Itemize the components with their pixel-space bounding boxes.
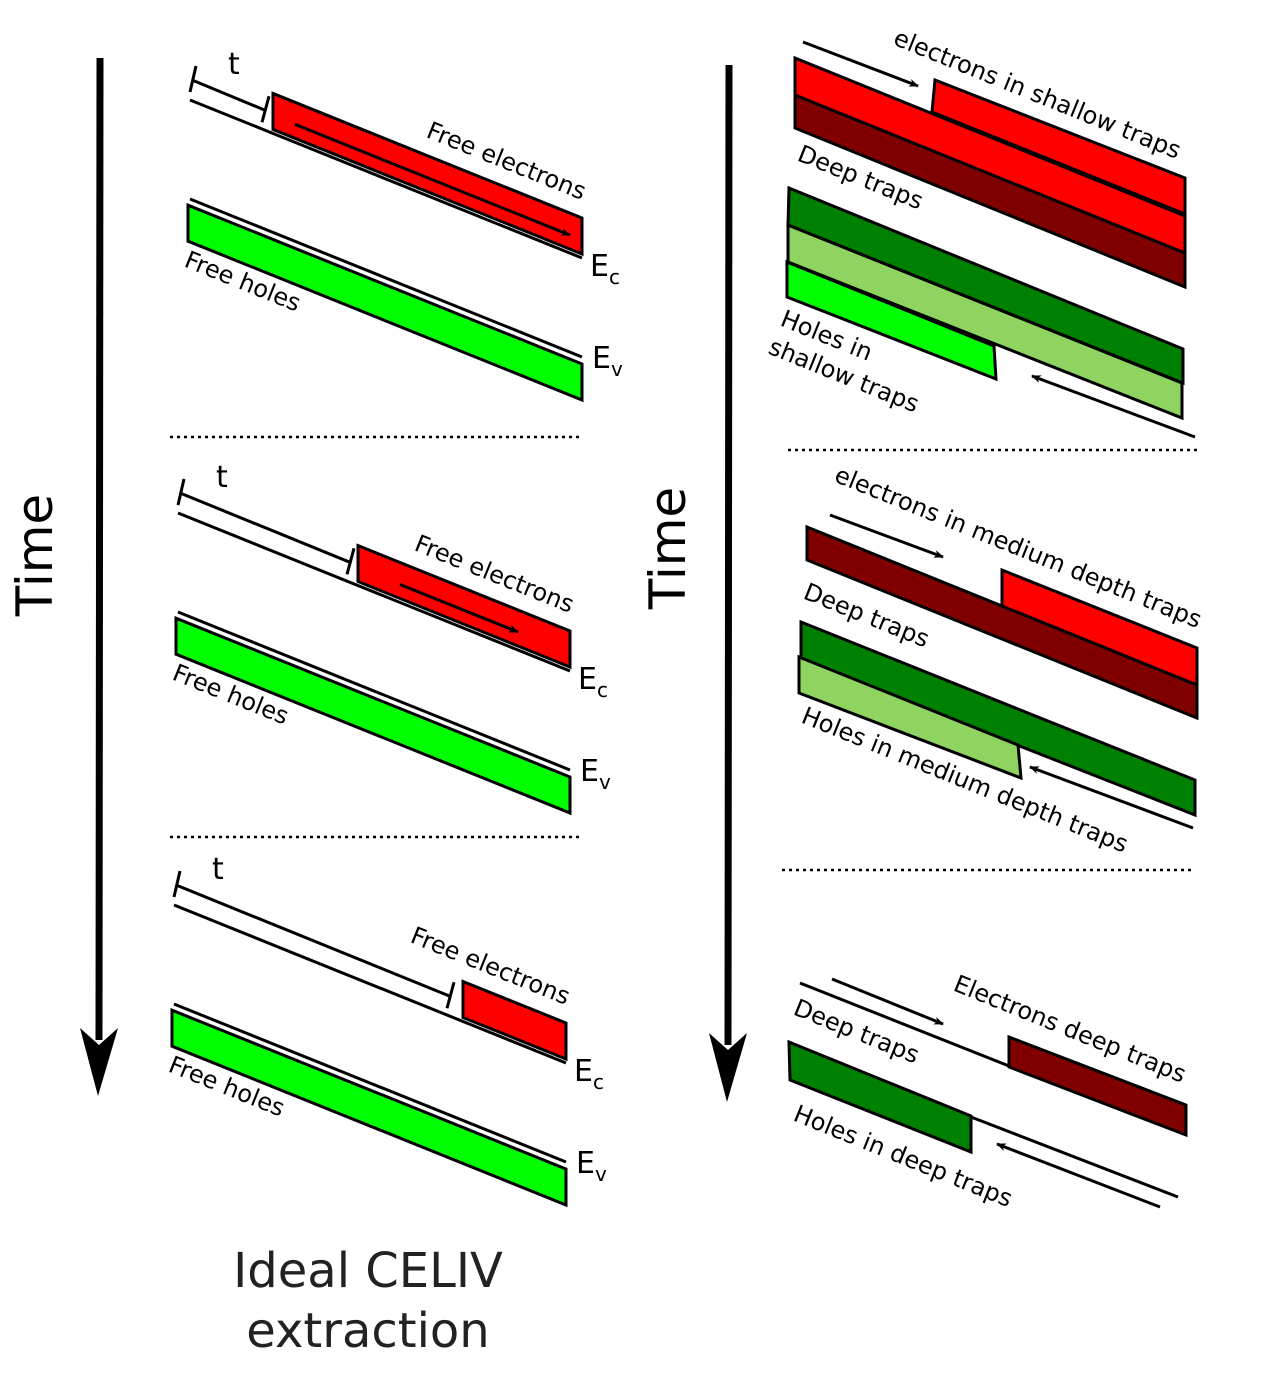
arrow-icon <box>996 1142 1161 1209</box>
ec-main: E <box>578 662 597 697</box>
time-arrow-left <box>80 57 118 1096</box>
ec-sub: c <box>597 678 608 702</box>
free-holes-band <box>170 1007 568 1208</box>
ec-sub: c <box>609 265 620 289</box>
caption-line2: extraction <box>246 1303 489 1359</box>
ev-sub: v <box>599 770 611 794</box>
ev-label: Ev <box>576 1146 607 1186</box>
deep-hole-traps-band <box>799 619 1197 818</box>
ec-label: Ec <box>578 662 608 702</box>
arrow-icon <box>802 40 919 88</box>
arrow-icon <box>1029 765 1194 830</box>
deep-electron-traps-band <box>1007 1034 1188 1138</box>
ec-main: E <box>590 249 609 284</box>
bracket-tick <box>188 65 198 93</box>
arrow-icon <box>294 122 571 237</box>
time-bracket <box>179 491 351 564</box>
bracket-tick <box>176 478 186 506</box>
valence-line <box>970 1115 1179 1199</box>
deep-traps-section: Electrons deep traps Deep traps Holes in… <box>787 970 1190 1213</box>
arrow-icon <box>1031 374 1196 439</box>
t-label: t <box>228 47 240 82</box>
time-bracket <box>175 883 451 998</box>
electron-band <box>793 55 1187 256</box>
bracket-tick <box>345 547 356 575</box>
valence-band-line <box>177 610 571 772</box>
t-label: t <box>216 460 228 495</box>
deep-hole-traps-band <box>787 1039 973 1155</box>
ec-sub: c <box>593 1070 604 1094</box>
ec-label: Ec <box>590 249 620 289</box>
free-electrons-band <box>461 979 568 1062</box>
medium-traps-section: electrons in medium depth traps Deep tra… <box>797 461 1206 858</box>
bracket-tick <box>260 95 271 123</box>
free-electrons-band <box>356 543 572 670</box>
ev-main: E <box>592 341 611 376</box>
time-label-right: Time <box>639 487 697 610</box>
ev-main: E <box>580 754 599 789</box>
shallow-electron-traps-band <box>930 77 1187 217</box>
deep-hole-traps-band <box>786 185 1185 386</box>
conduction-line <box>799 981 1010 1068</box>
conduction-band-line <box>189 98 583 260</box>
medium-hole-traps-band <box>797 654 1023 781</box>
ec-label: Ec <box>574 1054 604 1094</box>
free-holes-band <box>174 615 572 816</box>
ev-main: E <box>576 1146 595 1181</box>
conduction-band-line <box>173 903 567 1065</box>
arrow-icon <box>831 977 944 1026</box>
arrow-icon <box>829 513 944 559</box>
ec-main: E <box>574 1054 593 1089</box>
ev-sub: v <box>611 357 623 381</box>
valence-band-line <box>173 1002 567 1164</box>
arrow-icon <box>399 583 519 634</box>
time-bracket <box>191 78 266 112</box>
ev-label: Ev <box>580 754 611 794</box>
conduction-band-line <box>177 511 571 673</box>
time-label-left: Time <box>6 494 64 617</box>
shallow-traps-section: electrons in shallow traps Deep traps Ho… <box>765 24 1196 439</box>
free-electrons-band <box>271 91 584 257</box>
t-label: t <box>212 852 224 887</box>
time-arrow-right <box>709 64 747 1102</box>
caption-line1: Ideal CELIV <box>233 1243 503 1299</box>
bracket-tick <box>172 870 182 898</box>
bracket-tick <box>445 981 456 1009</box>
valence-band-line <box>189 197 583 359</box>
free-holes-band <box>186 202 584 403</box>
ev-sub: v <box>595 1162 607 1186</box>
shallow-hole-traps-band <box>785 259 998 382</box>
ev-label: Ev <box>592 341 623 381</box>
medium-electron-traps-band <box>1000 567 1199 688</box>
